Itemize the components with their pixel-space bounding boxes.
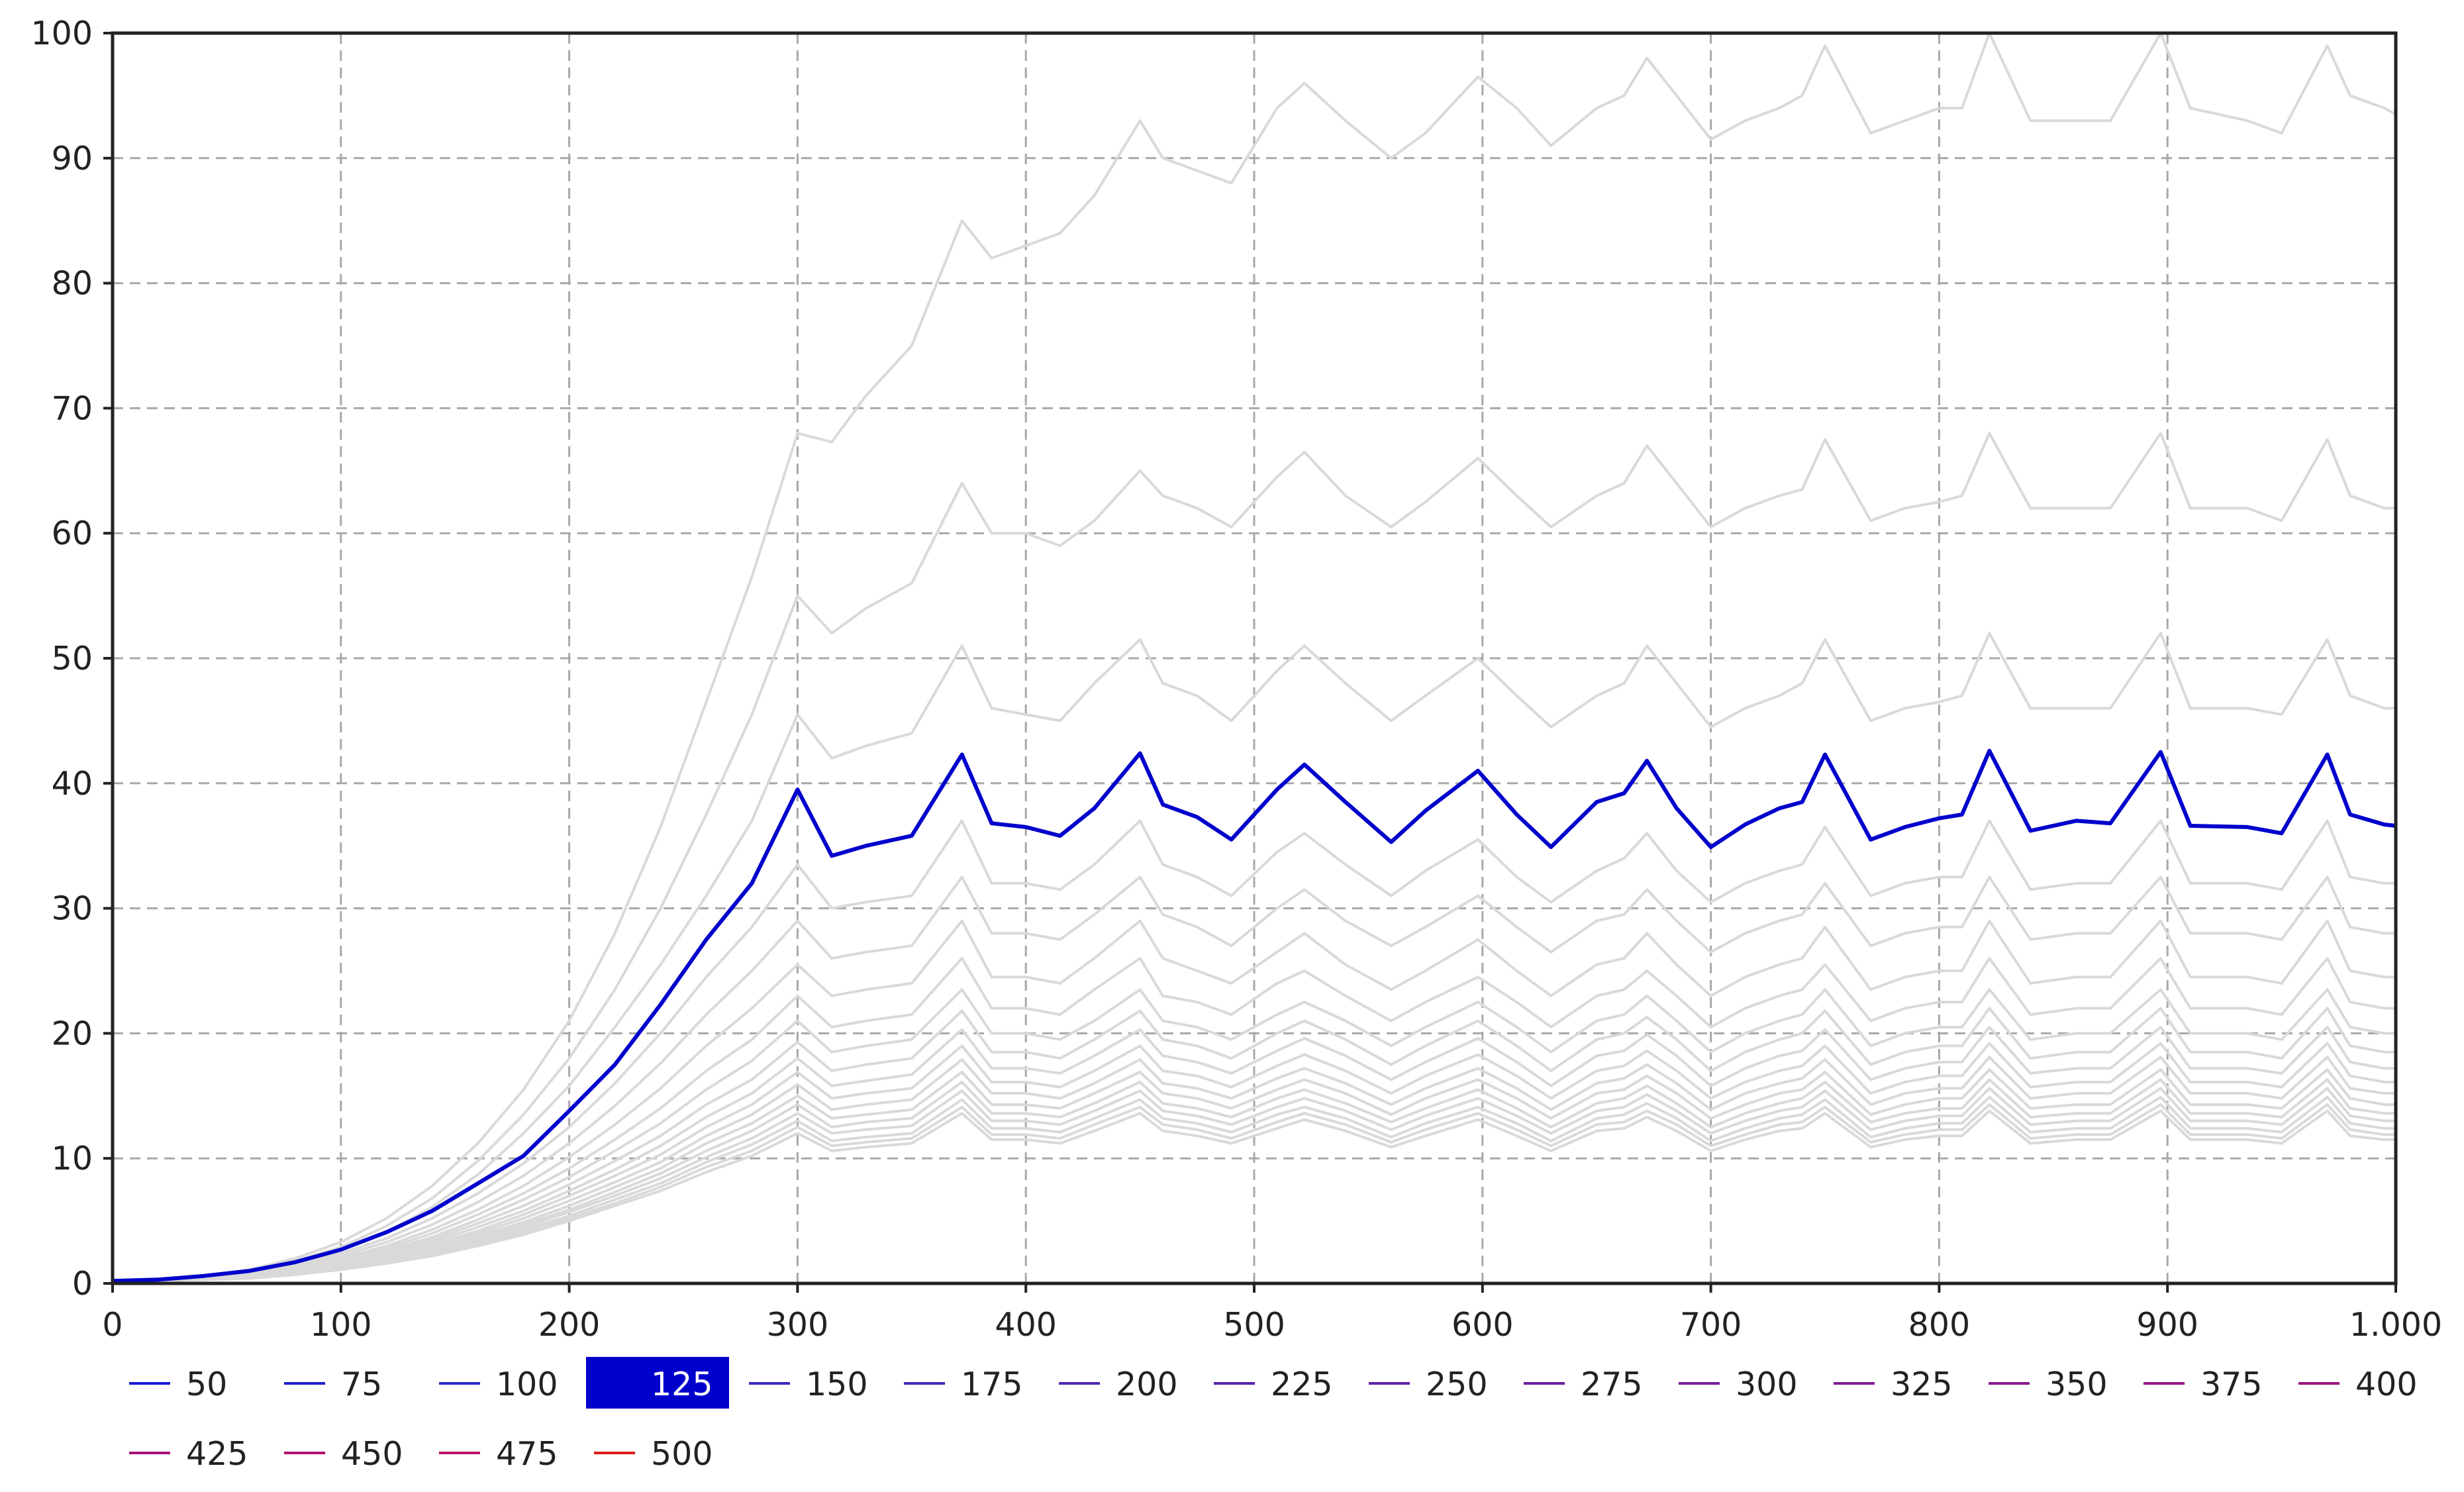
x-tick-label: 200 [538,1306,601,1344]
legend-label: 50 [186,1366,227,1403]
x-axis: 0 100 200 300 400 500 600 700 800 900 1.000 [102,1283,2442,1344]
legend-label: 275 [1581,1366,1643,1403]
legend-item-175[interactable]: 175 [904,1366,1023,1403]
series-line-375[interactable] [113,1068,2396,1283]
legend-label: 500 [651,1435,713,1473]
y-tick-label: 80 [52,265,93,303]
legend-label: 200 [1116,1366,1178,1403]
legend-label: 375 [2200,1366,2263,1403]
legend-item-450[interactable]: 450 [284,1435,403,1473]
series-line-50[interactable] [112,32,2396,1283]
y-tick-label: 20 [52,1015,93,1052]
legend-label: 75 [341,1366,382,1403]
x-tick-label: 1.000 [2349,1306,2442,1344]
series-line-450[interactable] [113,1095,2396,1283]
legend-label: 125 [651,1366,713,1403]
series-line-175[interactable] [112,875,2396,1283]
series-line-250[interactable] [113,988,2396,1283]
series-line-200[interactable] [112,919,2396,1283]
y-tick-label: 50 [52,640,93,677]
legend-item-75[interactable]: 75 [284,1366,382,1403]
legend-item-475[interactable]: 475 [439,1435,558,1473]
legend-label: 325 [1891,1366,1953,1403]
legend-item-425[interactable]: 425 [129,1435,248,1473]
series-line-100[interactable] [112,632,2396,1283]
series-line-225[interactable] [112,957,2396,1283]
legend-item-350[interactable]: 350 [1989,1366,2108,1403]
legend: 50 75 100 125 150 175 200 225 250 275 300 325 350 375… [129,1357,2418,1473]
y-tick-label: 40 [52,765,93,803]
legend-item-500[interactable]: 500 [594,1435,713,1473]
series-lines [112,32,2396,1283]
legend-label: 225 [1271,1366,1333,1403]
y-tick-label: 60 [52,515,93,552]
legend-item-225[interactable]: 225 [1214,1366,1333,1403]
legend-item-275[interactable]: 275 [1524,1366,1643,1403]
legend-item-100[interactable]: 100 [439,1366,558,1403]
legend-label: 100 [496,1366,558,1403]
legend-item-375[interactable]: 375 [2144,1366,2263,1403]
series-line-300[interactable] [113,1026,2396,1283]
legend-label: 150 [806,1366,868,1403]
x-tick-label: 600 [1452,1306,1514,1344]
series-line-275[interactable] [113,1007,2396,1283]
legend-label: 400 [2355,1366,2418,1403]
legend-item-250[interactable]: 250 [1369,1366,1488,1403]
legend-item-325[interactable]: 325 [1834,1366,1953,1403]
series-line-325[interactable] [113,1042,2396,1283]
legend-label: 425 [186,1435,248,1473]
y-tick-label: 90 [52,140,93,177]
x-tick-label: 400 [995,1306,1057,1344]
y-tick-label: 10 [52,1140,93,1177]
grid-lines [113,33,2396,1283]
x-tick-label: 300 [767,1306,829,1344]
series-line-475[interactable] [113,1103,2396,1283]
legend-label: 250 [1426,1366,1488,1403]
x-tick-label: 800 [1908,1306,1971,1344]
x-tick-label: 0 [102,1306,123,1344]
series-line-500[interactable] [113,1109,2396,1283]
x-tick-label: 500 [1223,1306,1285,1344]
series-line-150[interactable] [112,819,2396,1283]
legend-item-200[interactable]: 200 [1059,1366,1178,1403]
legend-item-400[interactable]: 400 [2298,1366,2418,1403]
series-line-125[interactable] [112,748,2396,1283]
legend-label: 450 [341,1435,403,1473]
series-line-350[interactable] [113,1056,2396,1283]
y-tick-label: 0 [72,1265,93,1303]
y-tick-label: 30 [52,890,93,928]
series-line-400[interactable] [113,1078,2396,1283]
series-line-425[interactable] [113,1087,2396,1283]
x-tick-label: 900 [2136,1306,2198,1344]
legend-item-150[interactable]: 150 [749,1366,868,1403]
series-line-75[interactable] [112,432,2396,1283]
legend-label: 350 [2045,1366,2108,1403]
legend-label: 300 [1736,1366,1798,1403]
y-tick-label: 70 [52,389,93,427]
legend-item-300[interactable]: 300 [1679,1366,1798,1403]
x-tick-label: 700 [1680,1306,1742,1344]
y-axis: 0 10 20 30 40 50 60 70 80 90 100 [30,15,113,1303]
legend-item-50[interactable]: 50 [129,1366,227,1403]
x-tick-label: 100 [310,1306,372,1344]
legend-item-125[interactable]: 125 [586,1357,729,1409]
y-tick-label: 100 [30,15,93,52]
legend-label: 475 [496,1435,558,1473]
legend-label: 175 [961,1366,1023,1403]
